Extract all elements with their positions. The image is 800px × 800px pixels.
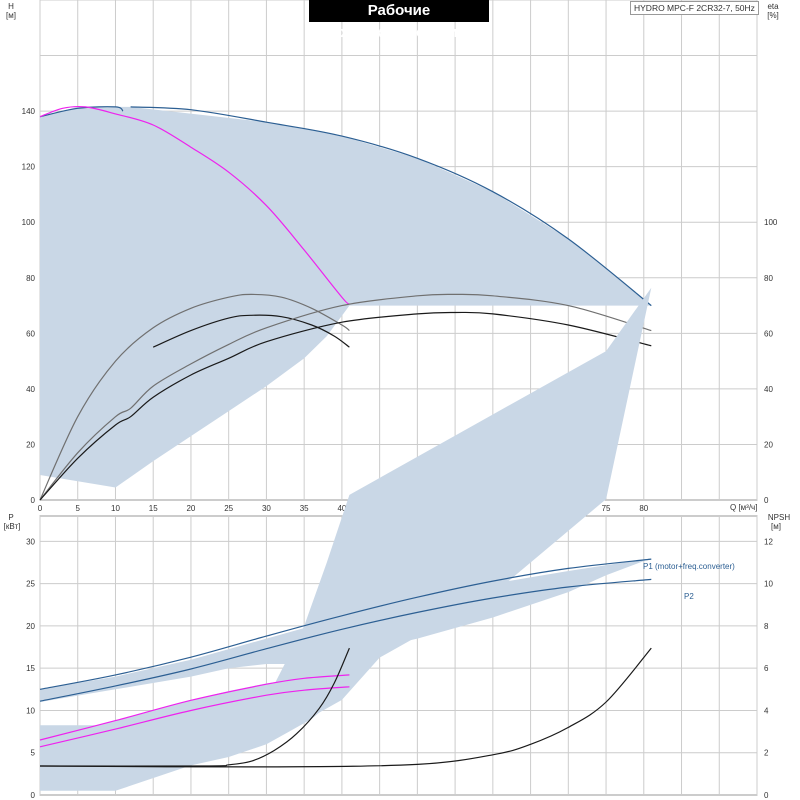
p-tick-label: 0: [31, 791, 36, 800]
npsh-tick-label: 8: [764, 622, 769, 631]
npsh-tick-label: 0: [764, 791, 769, 800]
q-tick-label: 0: [38, 504, 43, 513]
p-tick-label: 25: [26, 580, 35, 589]
series-line-h-1: [39, 106, 124, 118]
h-axis-unit: [м]: [6, 11, 16, 20]
series-line-p2-min: [39, 686, 350, 748]
eta-axis-unit: [%]: [767, 11, 779, 20]
npsh-tick-label: 4: [764, 706, 769, 715]
eta-tick-label: 80: [764, 274, 773, 283]
series-line-eta-2-gray: [39, 293, 652, 501]
eta-tick-label: 100: [764, 218, 778, 227]
eta-axis-label: eta: [767, 2, 779, 11]
series-line-eta-1-gray: [39, 293, 350, 501]
series-line-p2: [39, 578, 652, 702]
h-tick-label: 80: [26, 274, 35, 283]
series-line-npsh-2: [39, 647, 652, 768]
p-tick-label: 15: [26, 664, 35, 673]
power-range-band: [40, 287, 652, 791]
series-line-h-2: [130, 106, 652, 307]
q-tick-label: 75: [602, 504, 611, 513]
p-axis-label: P: [8, 513, 14, 522]
chart-title: Рабочие характеристики: [309, 0, 489, 41]
eta-tick-label: 0: [764, 496, 769, 505]
model-label: HYDRO MPC-F 2CR32-7, 50Hz: [630, 1, 759, 15]
npsh-tick-label: 6: [764, 664, 769, 673]
q-tick-label: 30: [262, 504, 271, 513]
series-line-p1-motor-freq-converter-: [39, 558, 652, 690]
npsh-tick-label: 12: [764, 537, 773, 546]
p-axis-unit: [кВт]: [3, 522, 21, 531]
eta-tick-label: 40: [764, 385, 773, 394]
p-tick-label: 20: [26, 622, 35, 631]
series-line-npsh-1: [39, 647, 350, 767]
q-tick-label: 20: [186, 504, 195, 513]
npsh-axis-label: NPSH: [767, 513, 791, 522]
q-tick-label: 80: [639, 504, 648, 513]
eta-tick-label: 20: [764, 440, 773, 449]
npsh-tick-label: 10: [764, 580, 773, 589]
npsh-axis-unit: [м]: [771, 522, 781, 531]
h-tick-label: 120: [22, 163, 36, 172]
h-axis-label: H: [8, 2, 14, 11]
q-tick-label: 35: [300, 504, 309, 513]
h-tick-label: 60: [26, 329, 35, 338]
p-tick-label: 30: [26, 537, 35, 546]
series-annotation: P1 (motor+freq.converter): [643, 562, 735, 571]
series-line-eta-1-black: [152, 314, 350, 348]
h-tick-label: 0: [31, 496, 36, 505]
npsh-tick-label: 2: [764, 749, 769, 758]
h-tick-label: 100: [22, 218, 36, 227]
q-tick-label: 40: [337, 504, 346, 513]
h-tick-label: 40: [26, 385, 35, 394]
q-tick-label: 25: [224, 504, 233, 513]
operating-range-band: [40, 106, 652, 488]
series-line-p1-min: [39, 674, 350, 741]
series-line-eta-2-black: [39, 311, 652, 501]
h-tick-label: 140: [22, 107, 36, 116]
q-axis-label: Q [м³/ч]: [730, 503, 758, 512]
p-tick-label: 10: [26, 706, 35, 715]
q-tick-label: 5: [76, 504, 81, 513]
eta-tick-label: 60: [764, 329, 773, 338]
q-tick-label: 10: [111, 504, 120, 513]
series-annotation: P2: [684, 592, 694, 601]
series-line-h-min: [39, 105, 350, 305]
q-tick-label: 15: [149, 504, 158, 513]
h-tick-label: 20: [26, 440, 35, 449]
p-tick-label: 5: [31, 749, 36, 758]
